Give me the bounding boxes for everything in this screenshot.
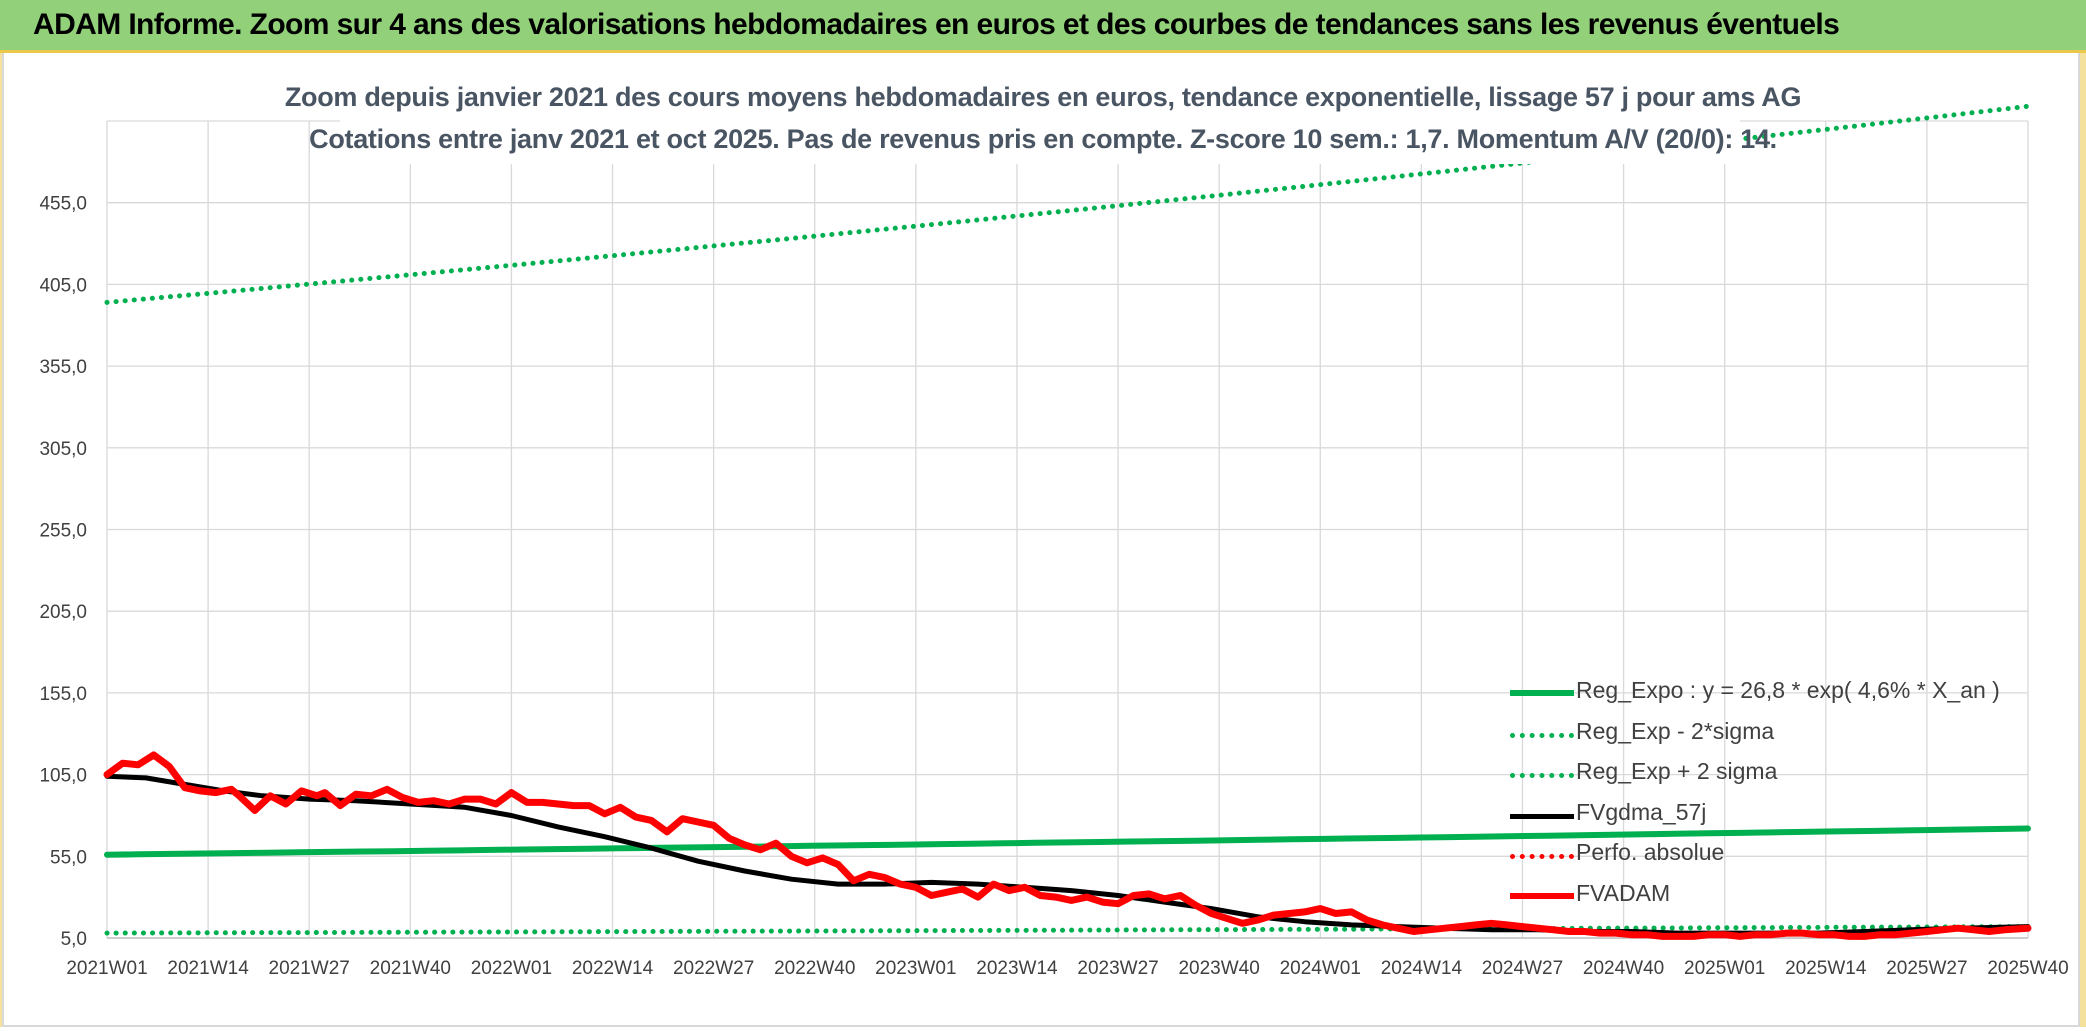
x-tick-label: 2023W01 — [875, 958, 956, 979]
legend-swatch — [1510, 690, 1574, 696]
x-tick-label: 2022W01 — [471, 958, 552, 979]
chart-title-line1: Zoom depuis janvier 2021 des cours moyen… — [284, 82, 1802, 112]
legend-label: Perfo. absolue — [1576, 839, 1725, 865]
y-axis-ticks: 5,0 55,0 105,0 155,0 205,0 255,0 305,0 355,0 405… — [39, 194, 87, 950]
header-banner: ADAM Informe. Zoom sur 4 ans des valoris… — [0, 0, 2086, 53]
x-tick-label: 2024W27 — [1482, 958, 1563, 979]
x-tick-label: 2021W27 — [269, 958, 350, 979]
x-tick-label: 2023W27 — [1077, 958, 1158, 979]
series-line-5 — [103, 751, 2032, 940]
legend-swatch — [1510, 813, 1574, 819]
x-axis-ticks: 2021W01 2021W14 2021W27 2021W40 2022W01 2022W… — [66, 958, 2068, 979]
legend-item: FVgdma_57j — [1510, 796, 2010, 837]
legend-item: Reg_Expo : y = 26,8 * exp( 4,6% * X_an ) — [1510, 674, 2010, 715]
legend-label: FVADAM — [1576, 879, 1671, 906]
x-tick-label: 2025W40 — [1987, 958, 2068, 979]
legend-label: FVgdma_57j — [1576, 798, 1707, 825]
x-tick-label: 2024W01 — [1280, 958, 1361, 979]
chart-title-line2: Cotations entre janv 2021 et oct 2025. P… — [309, 124, 1777, 154]
legend-label: Reg_Exp - 2*sigma — [1576, 717, 1775, 744]
x-tick-label: 2021W40 — [370, 958, 451, 979]
x-tick-label: 2022W40 — [774, 958, 855, 979]
y-tick-label: 355,0 — [39, 357, 87, 378]
y-tick-label: 55,0 — [50, 847, 87, 868]
legend-label: Reg_Exp + 2 sigma — [1576, 758, 1778, 784]
y-tick-label: 305,0 — [39, 439, 87, 460]
y-tick-label: 455,0 — [39, 194, 87, 215]
x-tick-label: 2025W27 — [1886, 958, 1967, 979]
x-tick-label: 2025W01 — [1684, 958, 1765, 979]
x-tick-label: 2024W14 — [1381, 958, 1463, 979]
x-tick-label: 2024W40 — [1583, 958, 1664, 979]
title-backdrop — [340, 76, 1740, 164]
y-tick-label: 205,0 — [39, 602, 87, 623]
y-tick-label: 405,0 — [39, 275, 87, 296]
x-tick-label: 2022W27 — [673, 958, 754, 979]
chart-legend: Reg_Expo : y = 26,8 * exp( 4,6% * X_an )… — [1510, 674, 2010, 917]
legend-item: FVADAM — [1510, 877, 2010, 918]
x-tick-label: 2023W14 — [976, 958, 1058, 979]
legend-swatch — [1510, 854, 1574, 859]
x-tick-label: 2021W14 — [167, 958, 249, 979]
legend-item: Perfo. absolue — [1510, 836, 2010, 877]
chart-frame — [2, 53, 2080, 1027]
legend-swatch — [1510, 892, 1574, 899]
legend-swatch — [1510, 732, 1574, 738]
series-line-1 — [104, 924, 2031, 936]
legend-swatch — [1510, 773, 1574, 778]
x-tick-label: 2022W14 — [572, 958, 654, 979]
x-tick-label: 2021W01 — [66, 958, 147, 979]
banner-title: ADAM Informe. Zoom sur 4 ans des valoris… — [33, 8, 1840, 41]
y-tick-label: 155,0 — [39, 684, 87, 705]
legend-item: Reg_Exp + 2 sigma — [1510, 755, 2010, 796]
x-tick-label: 2025W14 — [1785, 958, 1867, 979]
x-tick-label: 2023W40 — [1178, 958, 1259, 979]
legend-item: Reg_Exp - 2*sigma — [1510, 715, 2010, 756]
legend-label: Reg_Expo : y = 26,8 * exp( 4,6% * X_an ) — [1576, 677, 2000, 703]
series-line-0 — [104, 825, 2031, 858]
y-tick-label: 105,0 — [39, 766, 87, 787]
y-tick-label: 5,0 — [61, 929, 87, 950]
right-accent — [2080, 53, 2086, 1027]
y-tick-label: 255,0 — [39, 521, 87, 542]
